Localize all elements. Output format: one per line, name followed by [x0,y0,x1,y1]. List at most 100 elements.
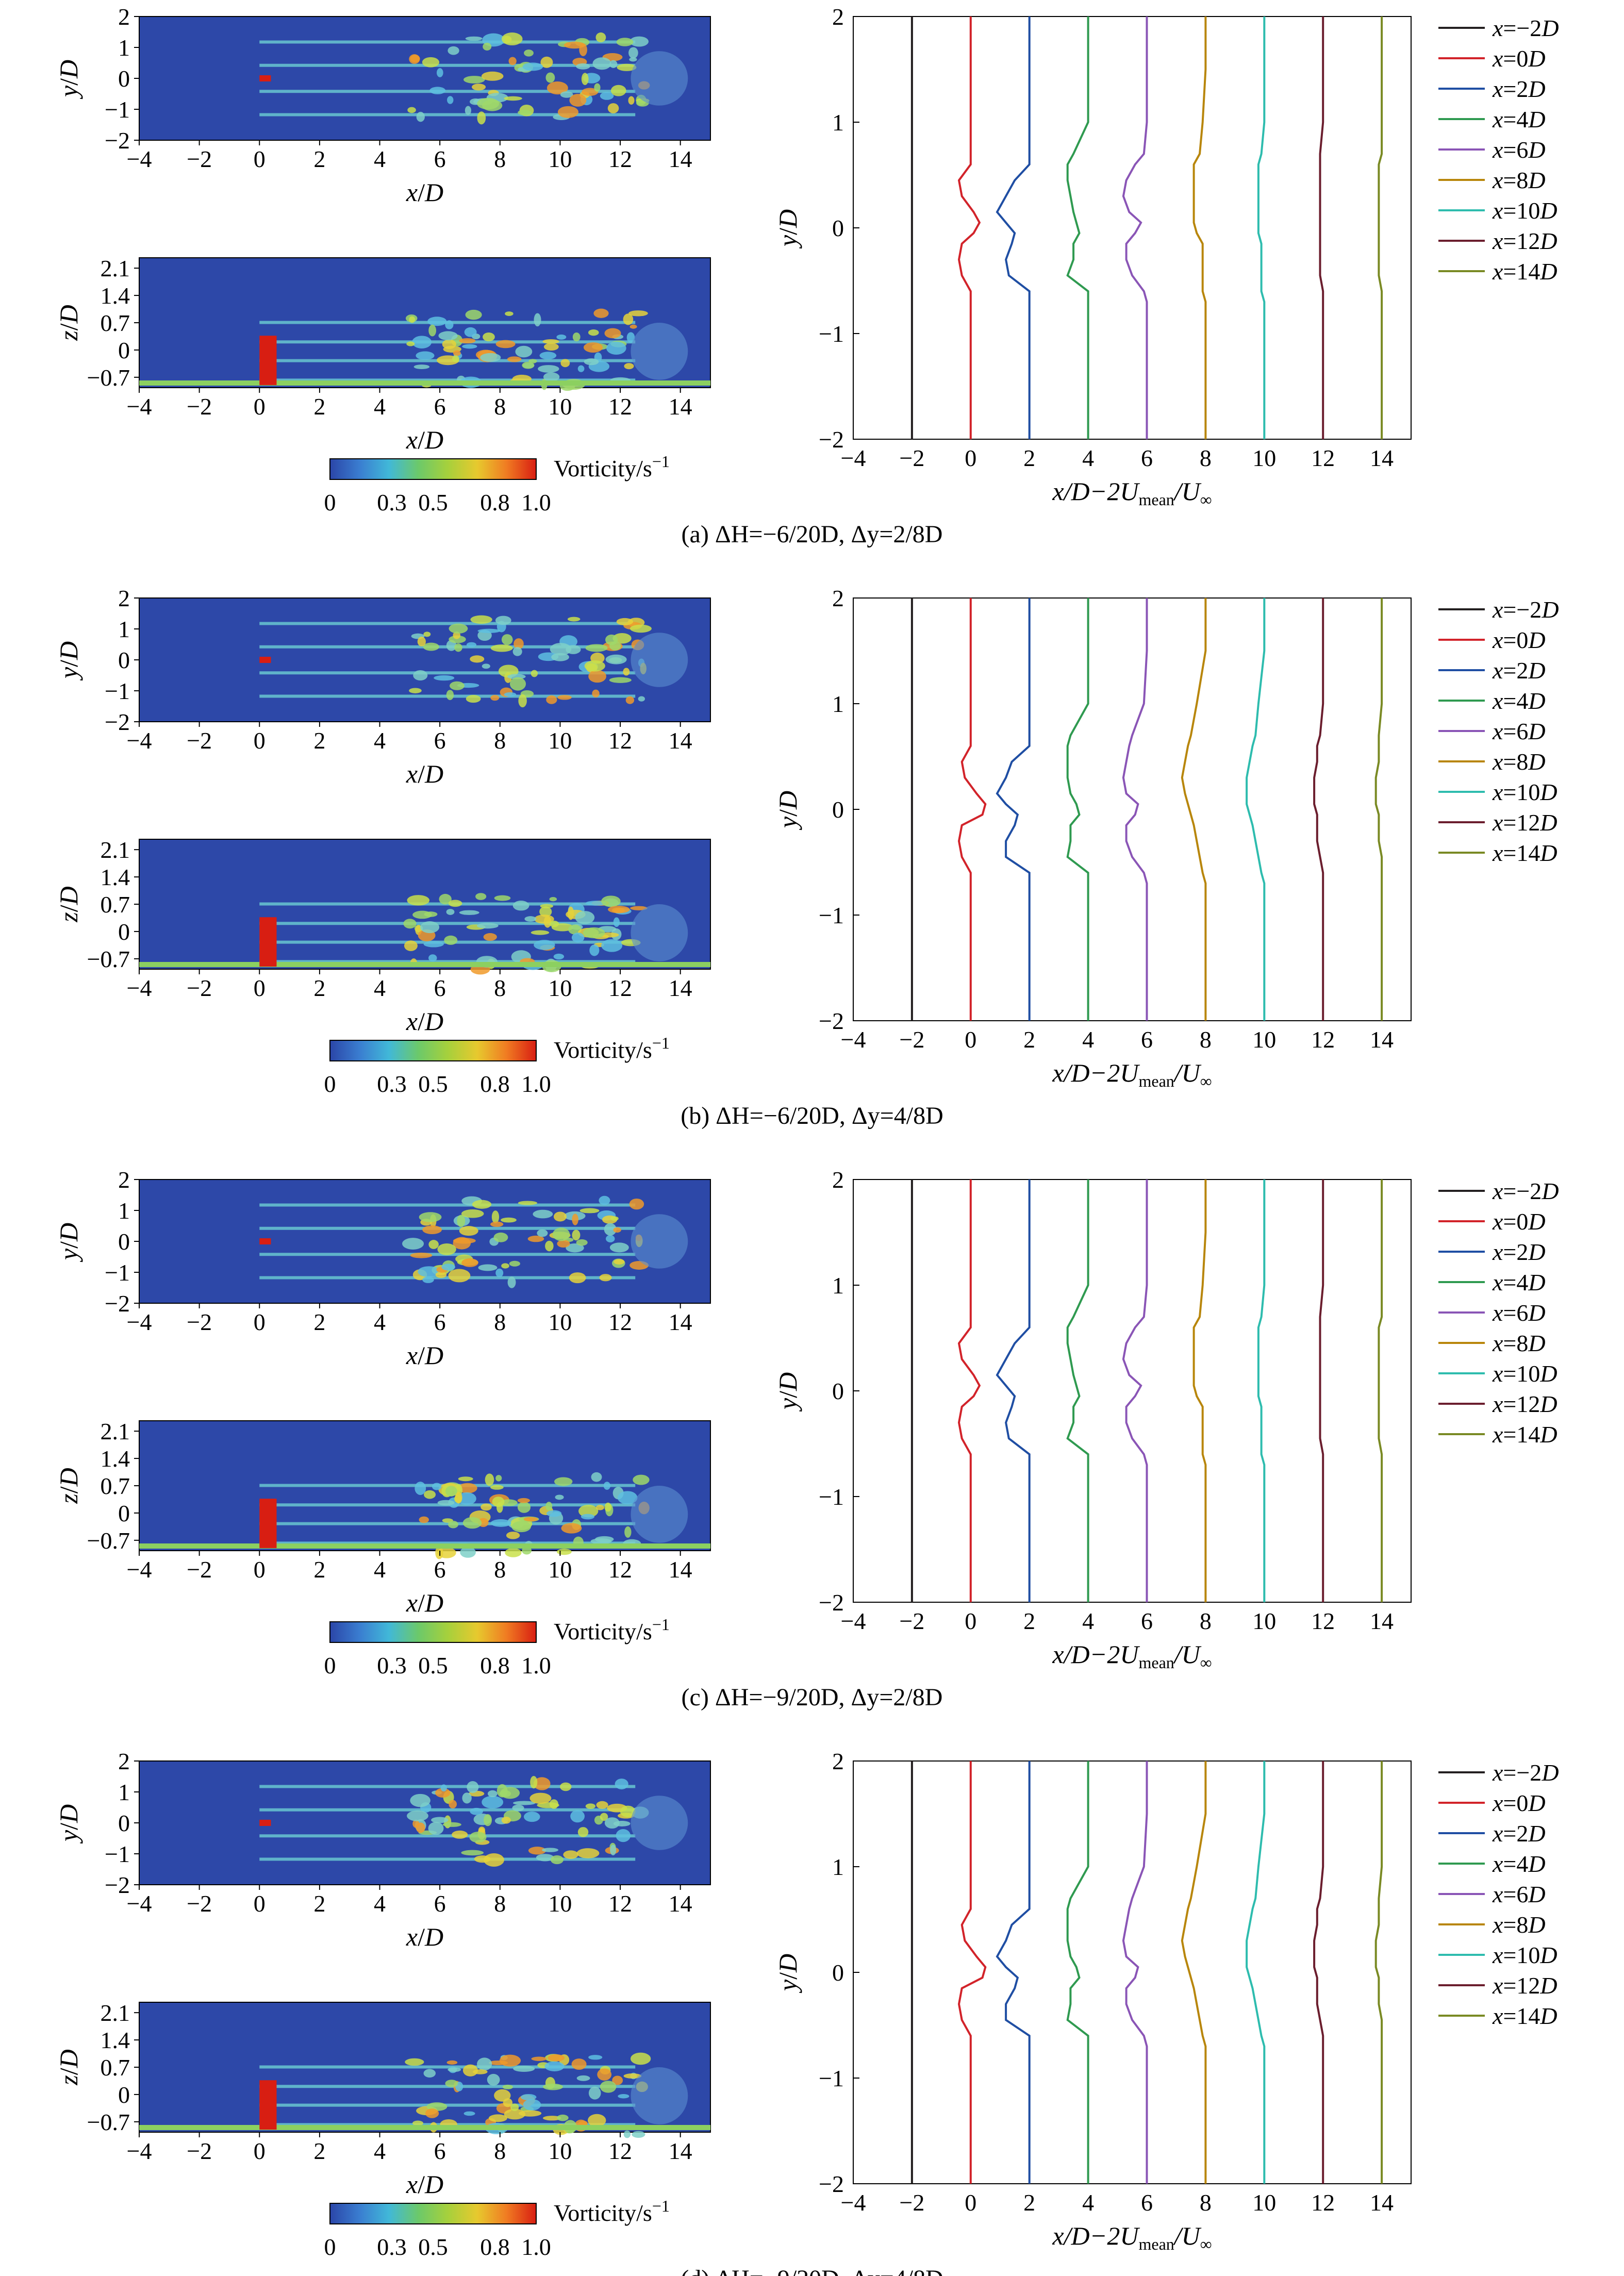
vortex-blob [595,1536,614,1542]
vortex-blob [449,1800,457,1809]
vortex-blob [512,900,529,911]
vortex-blob [533,1209,553,1219]
x-tick-label: 0 [254,393,266,420]
vortex-blob [416,111,425,122]
vortex-blob [594,83,601,92]
vortex-blob [584,358,599,366]
panel-caption: (b) ΔH=−6/20D, Δy=4/8D [681,1102,943,1129]
vortex-blob [423,941,444,948]
vortex-blob [557,2114,569,2121]
x-tick-label: 14 [669,146,692,172]
colorbar-label: Vorticity/s−1 [554,1615,670,1644]
vortex-blob [606,1235,615,1242]
vortex-blob [549,897,557,902]
vortex-blob [615,1779,628,1790]
vortex-blob [469,1832,487,1843]
vortex-blob [484,1814,492,1826]
vortex-blob [617,63,637,71]
legend-label: x=0D [1492,1208,1546,1235]
ground-layer [139,2125,710,2130]
vortex-blob [499,2054,521,2067]
y-tick-label: 2 [832,4,844,30]
vortex-blob [441,1264,455,1271]
vortex-blob [585,1803,596,1809]
x-tick-label: 4 [374,146,386,172]
vortex-blob [538,365,559,373]
far-wake [631,904,688,961]
vortex-blob [501,634,513,645]
vortex-blob [523,2099,541,2111]
y-tick-label: 1 [832,1272,844,1299]
x-tick-label: 10 [548,727,572,754]
vortex-blob [442,1822,461,1827]
vortex-blob [575,911,595,924]
vortex-blob [609,677,632,683]
colorbar: Vorticity/s−1 0 0.3 0.5 0.8 1.0 [324,1615,670,1679]
vortex-blob [577,1827,589,1837]
vortex-blob [505,311,513,316]
x-tick-label: 6 [434,1309,446,1335]
contour-field [139,16,711,141]
profile-line [1181,598,1207,1021]
vortex-blob [523,1812,540,1822]
x-tick-label: 12 [1311,1026,1335,1053]
y-tick-label: 0 [118,1500,130,1526]
vortex-blob [450,681,465,690]
vortex-blob [500,1499,518,1506]
vortex-blob [464,327,477,337]
vortex-blob [509,1260,521,1267]
vortex-blob [613,1821,631,1826]
legend-label: x=14D [1492,1421,1557,1448]
y-tick-label: 2.1 [101,1418,130,1444]
vortex-blob [576,1239,588,1246]
vortex-blob [416,351,435,360]
vortex-blob [549,920,559,927]
x-tick-label: 14 [1370,2189,1394,2216]
colorbar-gradient [329,1040,537,1061]
profile-line [1192,16,1207,439]
vortex-blob [607,103,619,113]
colorbar-tick-label: 0.8 [480,1071,510,1097]
x-tick-label: 2 [1023,1026,1035,1053]
y-tick-label: −1 [105,1259,130,1286]
vortex-blob [587,2114,606,2127]
vortex-blob [455,1491,462,1504]
profile-line [1313,1761,1324,2184]
vortex-blob [528,1847,546,1855]
vortex-blob [435,1546,443,1559]
legend: x=−2D x=0D x=2D x=4D x=6D x=8D x=10D x=12D x=14D [1438,596,1559,866]
source-region [259,2080,277,2130]
y-tick-label: 0 [832,1959,844,1986]
profile-line [1122,1179,1148,1602]
vortex-blob [629,36,649,47]
legend-label: x=−2D [1492,15,1559,41]
vortex-blob [429,87,446,94]
y-axis-label: z/D [54,886,83,922]
legend-label: x=4D [1492,1269,1546,1295]
vortex-blob [462,2064,478,2076]
x-tick-label: −4 [841,2189,866,2216]
vortex-blob [543,343,559,351]
vortex-blob [556,1549,572,1555]
y-tick-label: 0 [832,1378,844,1404]
vortex-blob [504,2108,526,2120]
legend-label: x=6D [1492,718,1546,744]
x-axis-label: x/D [406,1588,443,1617]
vortex-blob [465,36,483,41]
vortex-blob [572,1230,581,1241]
legend-label: x=14D [1492,2003,1557,2029]
vortex-blob [495,1475,502,1482]
x-tick-label: 0 [254,1556,266,1583]
vortex-blob [412,910,432,919]
y-tick-label: 0.7 [101,891,130,918]
x-tick-label: 2 [313,393,325,420]
vortex-blob [461,1850,484,1856]
profile-line [1066,1179,1089,1602]
vortex-blob [501,1817,511,1824]
vortex-blob [551,653,569,661]
vortex-blob [445,1486,457,1497]
colorbar-tick-label: 0.3 [377,1071,407,1097]
vortex-blob [630,2052,651,2065]
